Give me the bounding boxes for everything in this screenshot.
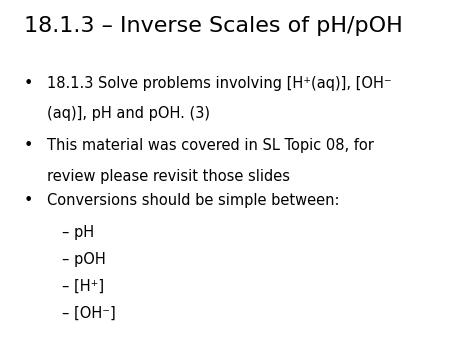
Text: •: • [24, 193, 33, 208]
Text: – [OH⁻]: – [OH⁻] [62, 305, 115, 320]
Text: – [H⁺]: – [H⁺] [62, 279, 104, 294]
Text: 18.1.3 Solve problems involving [H⁺(aq)], [OH⁻: 18.1.3 Solve problems involving [H⁺(aq)]… [47, 76, 392, 91]
Text: 18.1.3 – Inverse Scales of pH/pOH: 18.1.3 – Inverse Scales of pH/pOH [24, 16, 402, 36]
Text: •: • [24, 138, 33, 153]
Text: review please revisit those slides: review please revisit those slides [47, 169, 291, 184]
Text: This material was covered in SL Topic 08, for: This material was covered in SL Topic 08… [47, 138, 374, 153]
Text: – pH: – pH [62, 225, 94, 240]
Text: •: • [24, 76, 33, 91]
Text: Conversions should be simple between:: Conversions should be simple between: [47, 193, 340, 208]
Text: (aq)], pH and pOH. (3): (aq)], pH and pOH. (3) [47, 106, 210, 121]
Text: – pOH: – pOH [62, 252, 105, 267]
